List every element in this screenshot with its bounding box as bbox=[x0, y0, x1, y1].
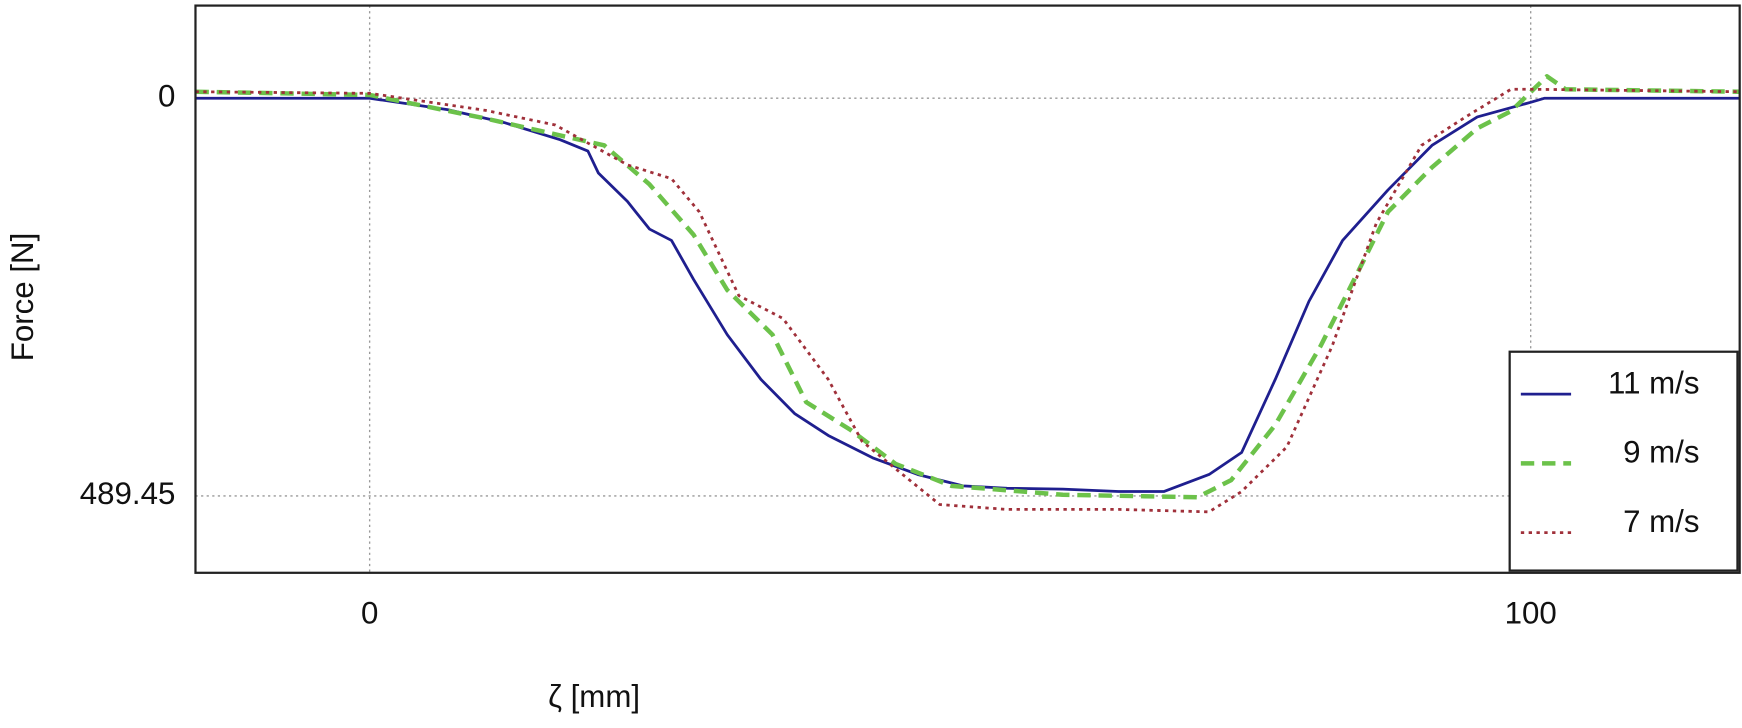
x-tick-label: 0 bbox=[361, 595, 378, 630]
y-axis-label: Force [N] bbox=[5, 233, 40, 362]
legend-label: 11 m/s bbox=[1608, 365, 1699, 400]
y-tick-label: 489.45 bbox=[80, 476, 176, 511]
legend-label: 7 m/s bbox=[1623, 504, 1699, 539]
x-tick-label: 100 bbox=[1505, 595, 1557, 630]
x-axis-label: ζ [mm] bbox=[548, 679, 640, 714]
data-line bbox=[195, 87, 1740, 514]
data-line bbox=[195, 74, 1740, 500]
y-tick-label: 0 bbox=[158, 78, 175, 113]
legend-label: 9 m/s bbox=[1623, 435, 1699, 470]
data-line bbox=[195, 96, 1740, 493]
plot-frame bbox=[194, 4, 1741, 574]
